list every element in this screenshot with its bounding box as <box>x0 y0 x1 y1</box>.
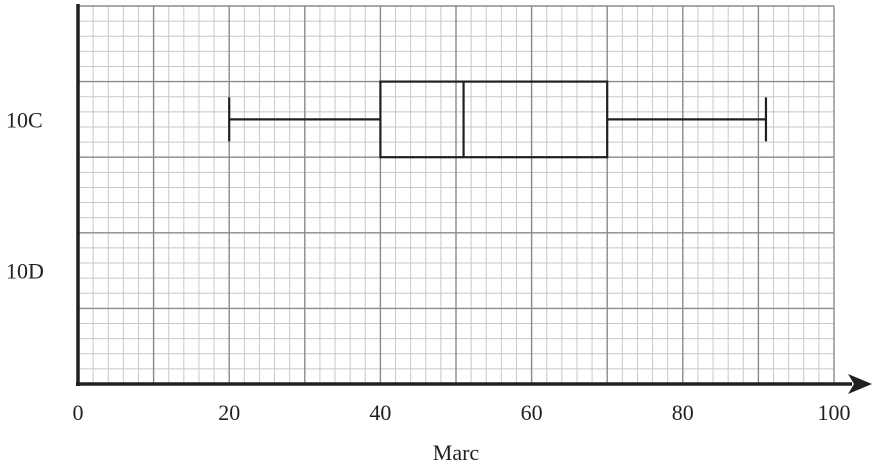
category-label: 10D <box>6 259 44 284</box>
category-label: 10C <box>6 107 43 132</box>
category-labels: 10C 10D <box>6 107 44 283</box>
x-axis-arrow-icon <box>848 374 872 394</box>
x-axis-title: Marc <box>433 440 480 465</box>
x-tick-label: 60 <box>521 400 543 425</box>
x-tick-label: 20 <box>218 400 240 425</box>
x-tick-label: 0 <box>73 400 84 425</box>
box-plots <box>228 80 768 159</box>
interquartile-box <box>379 80 609 159</box>
axes <box>76 4 872 394</box>
x-tick-label: 100 <box>818 400 851 425</box>
x-tick-labels: 0 20 40 60 80 100 <box>73 400 851 425</box>
x-tick-label: 80 <box>672 400 694 425</box>
x-tick-label: 40 <box>369 400 391 425</box>
major-gridlines <box>78 5 835 384</box>
